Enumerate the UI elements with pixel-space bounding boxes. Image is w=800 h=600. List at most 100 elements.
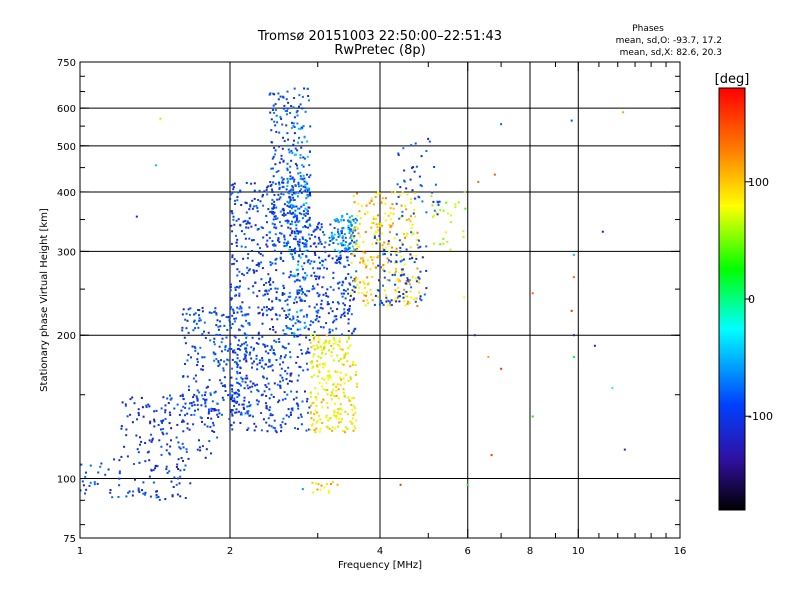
data-point: [224, 385, 227, 388]
data-point: [356, 284, 359, 286]
data-point: [300, 188, 303, 191]
data-point: [307, 218, 310, 221]
data-point: [373, 233, 376, 236]
data-point: [258, 337, 261, 340]
data-point: [292, 205, 295, 208]
data-point: [359, 235, 361, 238]
data-point: [188, 313, 191, 316]
data-point: [257, 306, 260, 309]
data-point: [365, 294, 368, 297]
data-point: [266, 430, 269, 433]
data-point: [272, 213, 275, 216]
data-point: [333, 395, 336, 398]
data-point: [382, 264, 385, 266]
data-point: [351, 332, 354, 335]
data-point: [290, 149, 293, 152]
data-point: [285, 242, 288, 245]
data-point: [304, 214, 307, 217]
data-point: [334, 220, 337, 223]
data-point: [274, 109, 277, 111]
data-point: [271, 262, 274, 265]
data-point: [231, 254, 234, 257]
data-point: [296, 114, 299, 117]
data-point: [274, 353, 276, 356]
data-point: [241, 272, 244, 275]
data-point: [245, 360, 248, 363]
data-point: [331, 239, 334, 241]
data-point: [242, 358, 245, 361]
data-point: [317, 309, 320, 312]
data-point: [350, 219, 353, 222]
data-point: [257, 332, 260, 335]
data-point: [244, 347, 247, 350]
data-point: [430, 195, 433, 198]
data-point: [379, 266, 382, 269]
data-point: [238, 382, 241, 385]
data-point: [229, 198, 232, 200]
data-point: [308, 176, 311, 179]
data-point: [234, 203, 237, 205]
data-point: [258, 362, 261, 364]
data-point: [253, 422, 256, 425]
data-point: [283, 203, 286, 206]
data-point: [358, 222, 361, 225]
y-tick-label: 100: [57, 475, 76, 486]
data-point: [343, 382, 346, 385]
data-point: [262, 367, 265, 370]
data-point: [256, 363, 259, 366]
data-point: [432, 214, 435, 217]
data-point: [284, 370, 287, 373]
data-point: [153, 420, 156, 423]
data-point: [269, 328, 272, 331]
data-point: [274, 258, 277, 261]
data-point: [357, 245, 360, 248]
data-point: [124, 403, 127, 406]
data-point: [268, 397, 271, 400]
data-point: [375, 230, 378, 233]
data-point: [272, 243, 274, 246]
data-point: [428, 140, 431, 143]
data-point: [353, 254, 356, 257]
data-point: [352, 362, 355, 365]
data-point: [181, 395, 184, 398]
data-point: [365, 291, 368, 294]
data-point: [354, 411, 357, 414]
data-point: [338, 261, 341, 263]
data-point: [237, 286, 240, 289]
data-point: [285, 124, 288, 127]
data-point: [328, 328, 331, 331]
data-point: [229, 286, 232, 288]
data-point: [232, 350, 234, 353]
data-point: [270, 141, 273, 144]
data-point: [182, 405, 185, 408]
data-point: [301, 488, 304, 491]
data-point: [240, 245, 243, 248]
data-point: [274, 429, 277, 432]
data-point: [292, 106, 295, 109]
data-point: [282, 185, 285, 188]
data-point: [268, 358, 271, 361]
data-point: [227, 394, 230, 397]
data-point: [193, 393, 196, 396]
data-point: [314, 431, 317, 434]
data-point: [415, 254, 418, 257]
data-point: [351, 215, 353, 218]
data-point: [329, 223, 332, 226]
data-point: [397, 152, 400, 155]
data-point: [324, 416, 327, 419]
data-point: [236, 381, 239, 384]
data-point: [570, 119, 573, 122]
data-point: [199, 449, 202, 452]
data-point: [230, 224, 233, 227]
data-point: [352, 397, 355, 400]
data-point: [212, 351, 215, 354]
data-point: [399, 194, 402, 197]
data-point: [236, 199, 239, 202]
data-point: [142, 415, 145, 418]
data-point: [273, 111, 275, 114]
data-point: [302, 156, 305, 159]
data-point: [175, 466, 178, 468]
data-point: [355, 276, 357, 279]
data-point: [346, 312, 349, 315]
data-point: [272, 175, 275, 178]
